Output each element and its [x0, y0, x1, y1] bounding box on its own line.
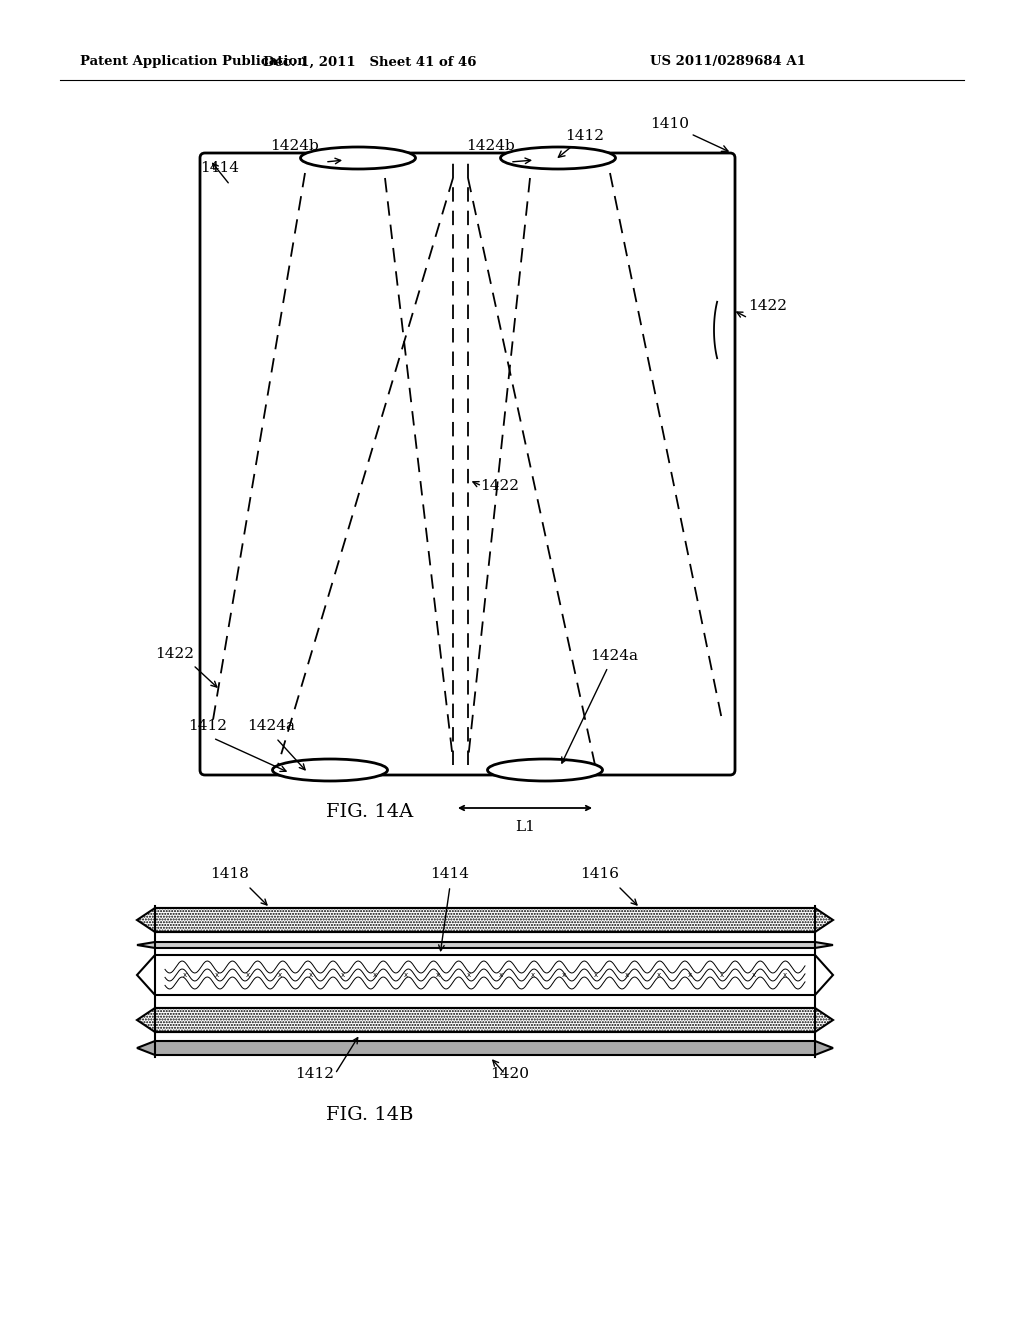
Text: 1420: 1420 [490, 1067, 529, 1081]
Polygon shape [137, 942, 833, 948]
Text: 1422: 1422 [156, 647, 195, 661]
Text: 1424b: 1424b [466, 139, 514, 153]
Text: x: x [783, 972, 787, 978]
Text: 1422: 1422 [480, 479, 519, 492]
Text: x: x [246, 972, 250, 978]
Text: 1412: 1412 [296, 1067, 335, 1081]
Text: 1414: 1414 [200, 161, 239, 176]
Polygon shape [137, 908, 833, 932]
Text: x: x [562, 972, 566, 978]
Text: x: x [435, 972, 439, 978]
Text: 1410: 1410 [650, 117, 728, 152]
Text: x: x [594, 972, 598, 978]
Text: x: x [373, 972, 377, 978]
Text: FIG. 14A: FIG. 14A [327, 803, 414, 821]
Text: L1: L1 [515, 820, 535, 834]
Text: x: x [656, 972, 660, 978]
Text: 1412: 1412 [188, 719, 227, 733]
Polygon shape [137, 954, 833, 995]
Text: x: x [183, 972, 187, 978]
Text: x: x [467, 972, 471, 978]
Text: x: x [404, 972, 409, 978]
Text: 1424b: 1424b [270, 139, 319, 153]
Text: Patent Application Publication: Patent Application Publication [80, 55, 307, 69]
Polygon shape [137, 1041, 833, 1055]
Text: 1424a: 1424a [247, 719, 295, 733]
Text: x: x [530, 972, 535, 978]
Text: x: x [341, 972, 345, 978]
Text: FIG. 14B: FIG. 14B [327, 1106, 414, 1125]
Text: US 2011/0289684 A1: US 2011/0289684 A1 [650, 55, 806, 69]
Ellipse shape [487, 759, 602, 781]
Ellipse shape [501, 147, 615, 169]
Polygon shape [137, 1008, 833, 1032]
Ellipse shape [272, 759, 387, 781]
Text: x: x [625, 972, 629, 978]
Ellipse shape [300, 147, 416, 169]
Text: x: x [720, 972, 724, 978]
Text: 1416: 1416 [581, 867, 620, 880]
Text: x: x [214, 972, 219, 978]
Text: 1418: 1418 [211, 867, 250, 880]
Text: x: x [752, 972, 756, 978]
Text: x: x [499, 972, 503, 978]
Text: 1414: 1414 [430, 867, 469, 880]
Text: 1412: 1412 [558, 129, 604, 157]
Text: x: x [309, 972, 313, 978]
Text: x: x [688, 972, 692, 978]
Text: 1424a: 1424a [590, 649, 638, 663]
Text: Dec. 1, 2011   Sheet 41 of 46: Dec. 1, 2011 Sheet 41 of 46 [263, 55, 477, 69]
Text: x: x [278, 972, 282, 978]
Text: 1422: 1422 [748, 300, 787, 313]
